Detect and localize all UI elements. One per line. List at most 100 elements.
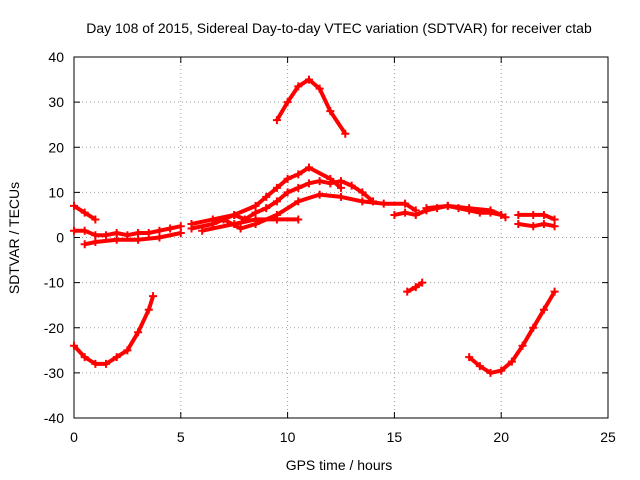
data-point [497,210,506,219]
y-tick-label: -10 [44,275,64,291]
data-point [497,366,506,375]
data-point [272,183,281,192]
data-point [411,210,420,219]
series-line-s15 [518,222,556,229]
data-point [465,204,474,213]
data-point [486,368,495,377]
data-point [272,215,281,224]
data-point [251,215,260,224]
data-point [550,287,559,296]
data-point [341,129,350,138]
data-point [294,183,303,192]
data-point [443,201,452,210]
data-point [134,328,143,337]
data-point [102,231,111,240]
data-point [272,116,281,125]
data-point [80,353,89,362]
x-tick-label: 20 [493,429,509,445]
y-tick-label: -40 [44,410,64,426]
data-point [294,82,303,91]
data-point [401,199,410,208]
data-point [80,240,89,249]
data-point [166,224,175,233]
data-point [134,235,143,244]
data-point [550,215,559,224]
data-point [304,75,313,84]
data-point [529,323,538,332]
data-point [155,233,164,242]
y-tick-label: 30 [48,94,64,110]
series-line-s4 [72,295,155,366]
series-line-s14 [518,212,556,222]
data-point [112,353,121,362]
data-point [507,357,516,366]
data-point [219,215,228,224]
data-point [294,197,303,206]
data-point [149,292,158,301]
data-point [501,213,510,222]
data-point [187,219,196,228]
data-point [283,174,292,183]
data-point [337,183,345,192]
data-point [518,341,527,350]
data-point [112,235,121,244]
data-point [70,341,78,350]
chart-title: Day 108 of 2015, Sidereal Day-to-day VTE… [86,20,592,36]
y-tick-label: 0 [56,230,64,246]
data-point [358,188,367,197]
data-point [283,188,292,197]
data-point [91,231,100,240]
data-point [337,177,345,186]
data-point [91,238,100,247]
data-point [283,98,292,107]
data-point [144,228,153,237]
data-point [80,226,89,235]
data-point [144,305,153,314]
data-point [539,305,548,314]
data-point [358,197,367,206]
data-point [112,228,121,237]
data-point [379,199,388,208]
data-point [315,177,324,186]
y-axis-label: SDTVAR / TECUs [6,182,22,294]
x-tick-label: 5 [177,429,185,445]
data-point [102,359,111,368]
x-tick-label: 15 [387,429,403,445]
data-point [262,204,271,213]
x-tick-label: 0 [70,429,78,445]
data-point [208,215,217,224]
data-point [418,278,427,287]
data-point [411,283,420,292]
tick-labels: 0 5 10 15 20 25 -40 -30 -20 -10 0 10 20 30 40 [44,49,616,445]
data-point [550,222,559,231]
data-point [123,346,132,355]
data-point [465,353,474,362]
data-point [337,192,345,201]
data-point [514,219,523,228]
x-tick-label: 25 [600,429,616,445]
series-line-s6 [191,179,375,226]
data-point [176,222,185,231]
y-tick-label: 20 [48,139,64,155]
data-point [294,170,303,179]
data-point [315,190,324,199]
data-point [176,228,185,237]
data-point [326,179,335,188]
data-point [529,210,538,219]
data-point [539,219,548,228]
data-point [236,224,245,233]
data-point [272,197,281,206]
data-point [294,215,303,224]
data-point [91,215,100,224]
data-point [251,208,260,217]
y-tick-label: -20 [44,320,64,336]
data-point [315,84,324,93]
data-point [304,163,313,172]
data-point [347,181,356,190]
x-tick-label: 10 [280,429,296,445]
data-point [134,228,143,237]
data-point [262,192,271,201]
data-point [230,219,239,228]
data-point [403,287,412,296]
